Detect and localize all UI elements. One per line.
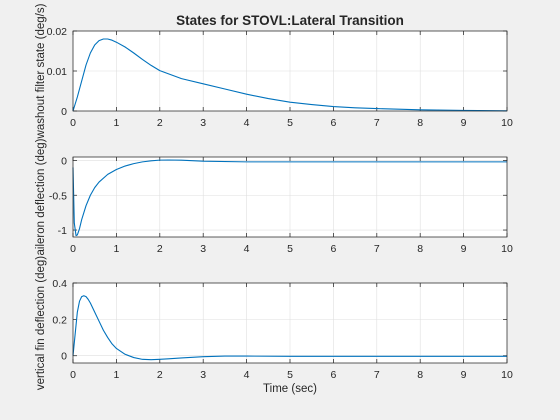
x-tick-label: 10 — [501, 243, 513, 255]
x-tick-label: 4 — [244, 117, 250, 129]
x-tick-label: 10 — [501, 369, 513, 381]
x-tick-label: 4 — [244, 243, 250, 255]
x-tick-label: 8 — [417, 117, 423, 129]
axes-2: 0 1 2 3 4 5 6 7 8 9 10 -1 -0.5 0 aileron deflection (d… — [35, 138, 513, 255]
x-tick-label: 0 — [70, 369, 76, 381]
x-tick-label: 2 — [157, 369, 163, 381]
x-tick-label: 1 — [113, 243, 119, 255]
x-tick-label: 8 — [417, 243, 423, 255]
x-tick-label: 6 — [330, 117, 336, 129]
x-tick-label: 3 — [200, 369, 206, 381]
x-tick-label: 5 — [287, 117, 293, 129]
x-tick-label: 6 — [330, 243, 336, 255]
x-tick-label: 1 — [113, 117, 119, 129]
x-tick-label: 10 — [501, 117, 513, 129]
x-tick-label: 9 — [461, 117, 467, 129]
x-tick-label: 3 — [200, 243, 206, 255]
x-tick-label: 9 — [461, 369, 467, 381]
x-tick-label: 9 — [461, 243, 467, 255]
x-tick-label: 1 — [113, 369, 119, 381]
x-tick-label: 2 — [157, 117, 163, 129]
y-tick-label: 0.2 — [52, 314, 67, 326]
x-tick-label: 2 — [157, 243, 163, 255]
x-tick-label: 5 — [287, 243, 293, 255]
y-tick-label: 0 — [61, 106, 67, 118]
x-axis-label: Time (sec) — [263, 383, 317, 395]
x-tick-label: 0 — [70, 117, 76, 129]
axes-3: 0 1 2 3 4 5 6 7 8 9 10 0 0.2 0.4 vertical fin deflecti… — [35, 256, 513, 395]
y-axis-label: vertical fin deflection (deg) — [35, 256, 47, 390]
x-tick-label: 7 — [374, 243, 380, 255]
x-tick-label: 3 — [200, 117, 206, 129]
y-axis-label: aileron deflection (deg) — [35, 138, 47, 255]
x-tick-label: 5 — [287, 369, 293, 381]
y-tick-label: -0.5 — [49, 190, 67, 202]
y-tick-label: -1 — [58, 225, 67, 237]
y-axis-label: washout filter state (deg/s) — [35, 3, 47, 139]
x-tick-label: 4 — [244, 369, 250, 381]
y-tick-label: 0 — [61, 351, 67, 363]
x-tick-label: 7 — [374, 369, 380, 381]
chart-title: States for STOVL:Lateral Transition — [176, 13, 404, 28]
x-tick-label: 8 — [417, 369, 423, 381]
y-tick-label: 0 — [61, 155, 67, 167]
y-tick-label: 0.4 — [52, 278, 67, 290]
y-tick-label: 0.01 — [47, 66, 68, 78]
y-tick-label: 0.02 — [47, 26, 68, 38]
x-tick-label: 7 — [374, 117, 380, 129]
x-tick-label: 0 — [70, 243, 76, 255]
x-tick-label: 6 — [330, 369, 336, 381]
